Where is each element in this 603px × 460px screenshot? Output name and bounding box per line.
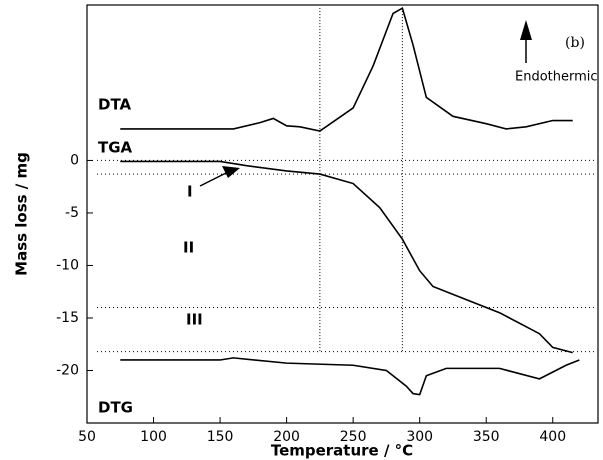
x-tick-label: 300 [406, 429, 433, 445]
panel-label: (b) [565, 35, 585, 51]
y-tick-label: -5 [65, 205, 79, 221]
annotation: II [183, 239, 194, 257]
arrow [199, 171, 229, 187]
annotation: DTG [98, 399, 133, 417]
y-tick-label: 0 [70, 152, 79, 168]
x-tick-label: 400 [539, 429, 566, 445]
x-tick-label: 200 [273, 429, 300, 445]
x-tick-label: 150 [207, 429, 234, 445]
data-line [120, 357, 580, 396]
x-axis-label: Temperature / °C [271, 442, 413, 460]
x-tick-label: 50 [78, 429, 96, 445]
plot-frame [86, 4, 599, 424]
y-tick-label: -15 [56, 310, 79, 326]
annotation: TGA [98, 139, 133, 157]
y-tick-label: -20 [56, 362, 79, 378]
annotation: I [187, 183, 193, 201]
data-line [120, 6, 573, 132]
annotation: Endothermic [515, 70, 598, 85]
y-axis-label: Mass loss / mg [13, 152, 31, 276]
data-line [120, 160, 573, 354]
annotation: III [186, 311, 203, 329]
x-tick-label: 250 [340, 429, 367, 445]
annotation: DTA [98, 96, 132, 114]
y-tick-label: -10 [56, 257, 79, 273]
arrow-head [520, 20, 532, 40]
arrow-head [222, 166, 240, 178]
x-tick-label: 100 [140, 429, 167, 445]
x-tick-label: 350 [473, 429, 500, 445]
